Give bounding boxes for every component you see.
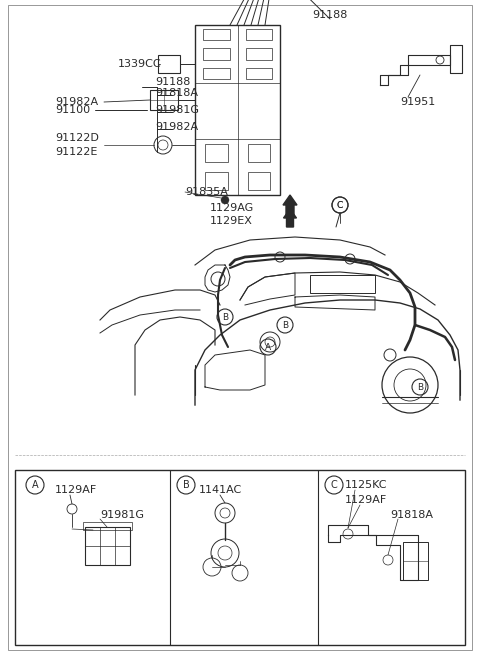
Text: 91818A: 91818A <box>155 88 198 98</box>
Circle shape <box>221 196 229 204</box>
Bar <box>203 67 229 79</box>
Text: 91818A: 91818A <box>390 510 433 520</box>
Text: C: C <box>337 200 343 210</box>
Bar <box>83 522 132 530</box>
FancyArrow shape <box>284 209 297 227</box>
Text: C: C <box>337 200 343 210</box>
Bar <box>195 25 280 195</box>
Bar <box>158 55 180 73</box>
Text: 91122D: 91122D <box>55 133 99 143</box>
FancyArrow shape <box>283 195 297 217</box>
Bar <box>15 470 465 645</box>
Bar <box>203 48 229 60</box>
Text: 91100: 91100 <box>55 105 90 115</box>
Bar <box>248 172 270 190</box>
Text: 1339CC: 1339CC <box>118 59 162 69</box>
Text: A: A <box>265 343 271 352</box>
Text: A: A <box>32 480 38 490</box>
Text: 91981G: 91981G <box>100 510 144 520</box>
Text: 91981G: 91981G <box>155 105 199 115</box>
Bar <box>245 29 272 40</box>
Text: 91982A: 91982A <box>55 97 98 107</box>
Bar <box>245 48 272 60</box>
Text: C: C <box>331 480 337 490</box>
Text: 91982A: 91982A <box>155 122 198 132</box>
Text: 1125KC: 1125KC <box>345 480 387 490</box>
Text: 1129AF: 1129AF <box>345 495 387 505</box>
Text: B: B <box>417 383 423 392</box>
Bar <box>248 144 270 162</box>
Bar <box>205 172 228 190</box>
Bar <box>205 144 228 162</box>
Text: 91188: 91188 <box>155 77 191 87</box>
Text: 1129EX: 1129EX <box>210 216 253 226</box>
Text: B: B <box>282 320 288 329</box>
Bar <box>85 527 130 565</box>
Text: 1141AC: 1141AC <box>198 485 241 495</box>
Text: 91835A: 91835A <box>185 187 228 197</box>
Bar <box>150 90 178 110</box>
Bar <box>403 542 428 580</box>
Bar <box>203 29 229 40</box>
Text: B: B <box>222 312 228 322</box>
Text: 91188: 91188 <box>312 10 348 20</box>
Text: 91122E: 91122E <box>55 147 97 157</box>
Text: 91951: 91951 <box>400 97 435 107</box>
Text: 1129AF: 1129AF <box>55 485 97 495</box>
Text: 1129AG: 1129AG <box>210 203 254 213</box>
Bar <box>245 67 272 79</box>
Bar <box>310 275 375 293</box>
Text: B: B <box>182 480 190 490</box>
